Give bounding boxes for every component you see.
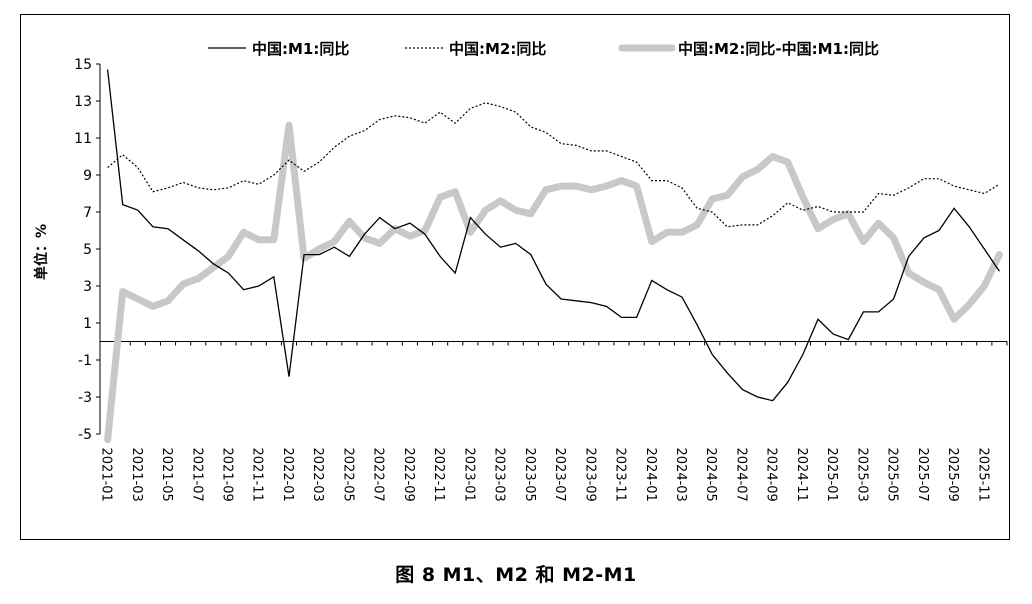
x-tick-label: 2022-07 (371, 448, 386, 502)
y-tick-label: 5 (83, 242, 92, 258)
y-tick-label: 11 (74, 131, 92, 147)
x-tick-label: 2024-07 (733, 448, 748, 502)
x-tick-label: 2021-05 (159, 448, 174, 502)
chart-frame (20, 14, 1010, 540)
x-tick-label: 2023-03 (492, 448, 507, 502)
y-tick-label: 13 (74, 94, 92, 110)
x-tick-label: 2023-07 (552, 448, 567, 502)
series-line-0 (106, 69, 1000, 402)
x-tick-label: 2025-05 (885, 448, 900, 502)
figure-caption: 图 8 M1、M2 和 M2-M1 (395, 564, 637, 586)
axes: 15 13 11 9 7 5 3 1 -1 -3 -5 2021-01 2021-03 2021-05 20… (74, 57, 1008, 502)
x-tick-label: 2022-03 (310, 448, 325, 502)
x-tick-label: 2025-07 (915, 448, 930, 502)
x-tick-label: 2022-09 (401, 448, 416, 502)
x-tick-label: 2023-09 (582, 448, 597, 502)
x-tick-label: 2022-05 (340, 448, 355, 502)
x-tick-label: 2023-05 (522, 448, 537, 502)
y-tick-label: 9 (83, 168, 92, 184)
x-tick-label: 2023-11 (613, 448, 628, 502)
series-layer (104, 69, 1003, 444)
x-tick-label: 2025-03 (854, 448, 869, 502)
x-tick-label: 2024-05 (703, 448, 718, 502)
x-tick-label: 2025-09 (945, 448, 960, 502)
x-tick-label: 2025-01 (824, 448, 839, 502)
y-tick-label: -5 (78, 427, 92, 443)
x-tick-label: 2022-01 (280, 448, 295, 502)
y-tick-label: 7 (83, 205, 92, 221)
x-tick-label: 2024-09 (764, 448, 779, 502)
x-tick-label: 2024-01 (643, 448, 658, 502)
legend-label-1: 中国:M2:同比 (449, 40, 546, 58)
y-tick-label: 1 (83, 316, 92, 332)
x-tick-label: 2021-03 (129, 448, 144, 502)
legend-label-2: 中国:M2:同比-中国:M1:同比 (678, 40, 879, 58)
series-line-1 (107, 102, 1000, 228)
x-tick-label: 2022-11 (431, 448, 446, 502)
y-axis-label: 单位：% (33, 224, 50, 280)
y-tick-label: -1 (78, 353, 92, 369)
x-tick-label: 2021-09 (219, 448, 234, 502)
x-tick-label: 2025-11 (975, 448, 990, 502)
line-chart: 15 13 11 9 7 5 3 1 -1 -3 -5 2021-01 2021-03 2021-05 20… (33, 40, 1008, 502)
x-tick-label: 2023-01 (461, 448, 476, 502)
x-tick-label: 2021-07 (189, 448, 204, 502)
legend-label-0: 中国:M1:同比 (252, 40, 349, 58)
x-tick-label: 2021-01 (99, 448, 114, 502)
series-line-2 (104, 121, 1003, 444)
x-tick-label: 2021-11 (250, 448, 265, 502)
y-tick-label: 15 (74, 57, 92, 73)
y-tick-label: 3 (83, 279, 92, 295)
y-tick-label: -3 (78, 390, 92, 406)
x-tick-label: 2024-11 (794, 448, 809, 502)
legend: 中国:M1:同比 中国:M2:同比 中国:M2:同比-中国:M1:同比 (208, 40, 879, 58)
x-tick-label: 2024-03 (673, 448, 688, 502)
